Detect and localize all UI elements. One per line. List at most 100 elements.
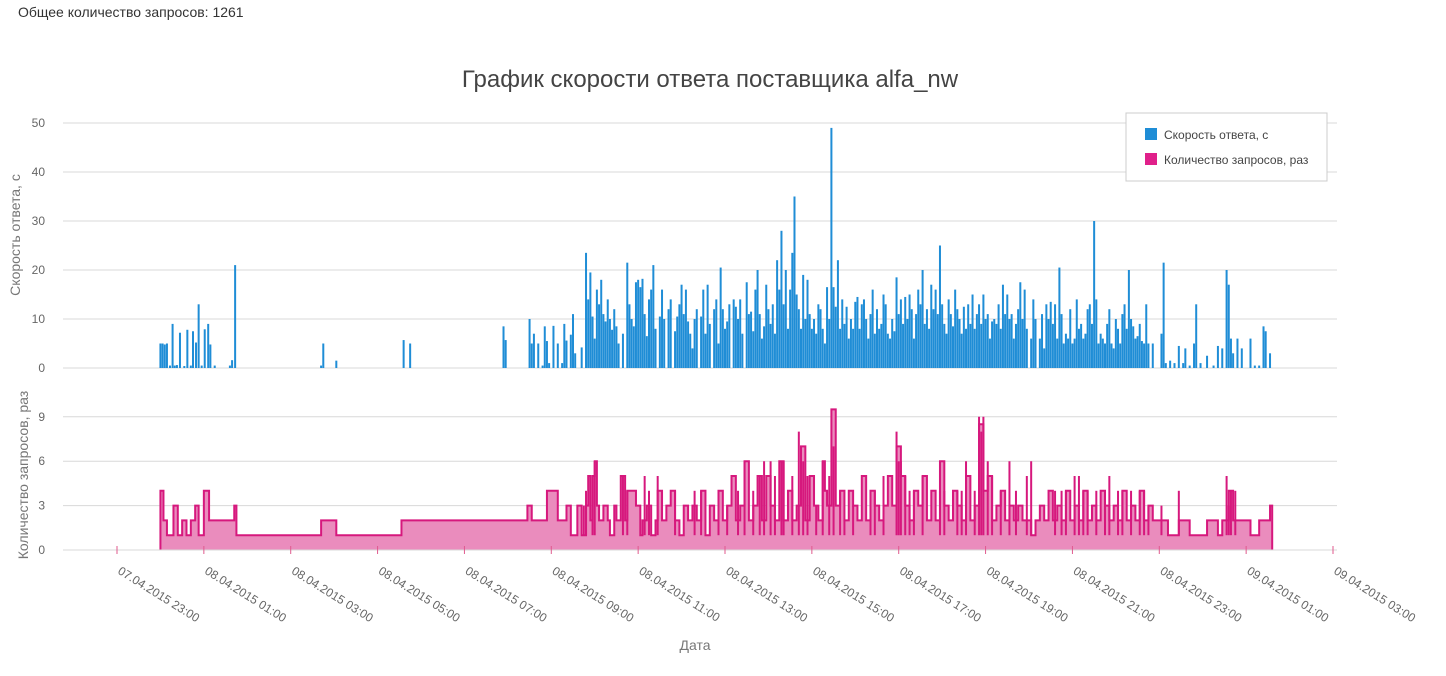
speed-bar (988, 338, 991, 368)
chart-legend[interactable]: Скорость ответа, с Количество запросов, … (1125, 112, 1328, 182)
speed-bar (999, 328, 1002, 368)
speed-bar (207, 323, 210, 368)
speed-bar (839, 328, 842, 368)
speed-bar (1010, 314, 1013, 368)
speed-bar (561, 363, 564, 368)
speed-bar (1119, 343, 1122, 368)
speed-bar (615, 326, 618, 368)
speed-bar (1225, 270, 1228, 368)
speed-bar (320, 365, 323, 368)
speed-bar (178, 332, 181, 368)
speed-bar (1095, 299, 1098, 368)
speed-bar (175, 365, 178, 368)
speed-bar (1123, 304, 1126, 368)
speed-bar (786, 328, 789, 368)
speed-bar (860, 304, 863, 368)
speed-bar (1229, 338, 1232, 368)
speed-bar (1019, 282, 1022, 368)
speed-bar (815, 333, 818, 368)
speed-bar (1112, 348, 1115, 368)
speed-bar (528, 319, 531, 368)
y-axis-title-speed: Скорость ответа, с (7, 174, 23, 296)
legend-box (1125, 112, 1328, 182)
request-count-area (159, 408, 1274, 550)
speed-bar (1075, 299, 1078, 368)
speed-bar (923, 323, 926, 368)
speed-bar (819, 309, 822, 368)
speed-bar (797, 309, 800, 368)
y-axis-title-count: Количество запросов, раз (15, 391, 31, 559)
speed-bar (1006, 294, 1009, 368)
speed-bar (1121, 314, 1124, 368)
speed-bar (1043, 348, 1046, 368)
speed-bar (611, 329, 614, 368)
speed-bar (1206, 355, 1209, 368)
speed-bar (1090, 323, 1093, 368)
speed-bar (630, 319, 633, 368)
speed-bar (943, 323, 946, 368)
speed-bar (975, 314, 978, 368)
speed-bar (545, 341, 548, 368)
x-tick-label: 08.04.2015 19:00 (984, 564, 1071, 626)
speed-bar (1132, 326, 1135, 368)
speed-bar (928, 328, 931, 368)
speed-bar (682, 314, 685, 368)
speed-bar (600, 279, 603, 368)
speed-bar (902, 323, 905, 368)
speed-bar (648, 299, 650, 368)
speed-bar (587, 299, 590, 368)
speed-bar (823, 343, 826, 368)
speed-bar (1108, 309, 1111, 368)
speed-bar (1134, 338, 1137, 368)
speed-bar (163, 344, 166, 368)
speed-bar (1023, 289, 1026, 368)
y-tick-label: 40 (32, 165, 46, 179)
speed-bar (1130, 319, 1133, 368)
speed-bar (650, 289, 653, 368)
legend-item-count[interactable]: Количество запросов, раз (1164, 153, 1309, 167)
speed-bar (1077, 328, 1080, 368)
speed-bar (895, 277, 898, 368)
legend-item-speed[interactable]: Скорость ответа, с (1164, 128, 1268, 142)
speed-bar (830, 127, 833, 369)
x-axis: 07.04.2015 23:00 08.04.2015 01:00 08.04.20… (63, 546, 1418, 625)
speed-bar (980, 323, 983, 368)
speed-bar (200, 365, 203, 368)
speed-bar (1125, 328, 1128, 368)
speed-bar (921, 270, 924, 368)
x-tick-label: 08.04.2015 07:00 (463, 564, 550, 626)
speed-bar (1084, 333, 1087, 368)
speed-bar (1117, 328, 1120, 368)
speed-bar (1195, 304, 1198, 368)
response-speed-bars (159, 127, 1272, 369)
speed-bar (828, 319, 831, 368)
speed-bar (643, 314, 646, 368)
speed-bar (1049, 301, 1052, 368)
speed-bar (632, 326, 635, 368)
speed-bar (765, 284, 768, 368)
speed-bar (952, 326, 954, 368)
speed-bar (669, 299, 672, 368)
speed-bar (678, 304, 681, 368)
top-panel-grid: 0 10 20 30 40 50 (32, 116, 1337, 375)
speed-bar (195, 342, 198, 368)
speed-bar (867, 338, 870, 368)
speed-bar (613, 309, 616, 368)
speed-bar (965, 328, 968, 368)
speed-bar (565, 340, 568, 368)
speed-bar (1056, 338, 1059, 368)
speed-bar (702, 289, 705, 368)
speed-bar (189, 365, 192, 368)
speed-bar (973, 328, 976, 368)
speed-bar (706, 284, 709, 368)
speed-bar (876, 309, 878, 368)
speed-bar (771, 304, 774, 368)
speed-bar (676, 316, 679, 368)
speed-bar (1160, 333, 1163, 368)
speed-bar (654, 328, 657, 368)
speed-bar (889, 338, 892, 368)
speed-bar (899, 299, 902, 368)
speed-bar (715, 299, 718, 368)
speed-bar (173, 365, 176, 368)
legend-swatch-speed (1145, 128, 1157, 140)
